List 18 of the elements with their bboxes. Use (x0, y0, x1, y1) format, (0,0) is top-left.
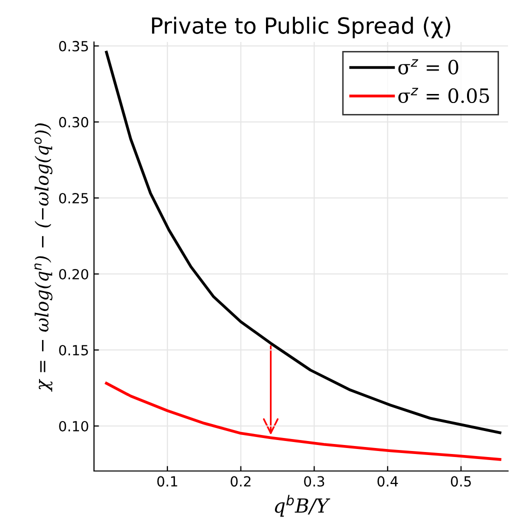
x-tick-label: 0.5 (450, 476, 471, 487)
y-tick-label: 0.15 (59, 344, 88, 356)
x-axis-title: q$^{b}$B/Y (274, 494, 330, 517)
x-tick-label: 0.1 (157, 476, 178, 487)
legend-label: σ$^{z}$ = 0.05 (398, 88, 489, 104)
x-tick-label: 0.3 (304, 476, 324, 487)
line-series (105, 50, 502, 434)
y-tick-label: 0.25 (59, 192, 88, 204)
x-tick-label: 0.2 (230, 476, 250, 487)
y-tick-label: 0.20 (59, 268, 88, 280)
y-tick-label: 0.30 (59, 116, 88, 128)
legend-label: σ$^{z}$ = 0 (398, 59, 458, 74)
y-tick-label: 0.10 (59, 420, 88, 432)
y-tick-label: 0.35 (59, 40, 88, 52)
line-series (105, 382, 502, 461)
chart-title: Private to Public Spread (χ) (152, 16, 450, 38)
x-tick-label: 0.4 (377, 476, 398, 487)
y-axis-title: χ = − ωlog(q$^{n}$) − (−ωlog(q$^{o}$)) (34, 123, 52, 392)
